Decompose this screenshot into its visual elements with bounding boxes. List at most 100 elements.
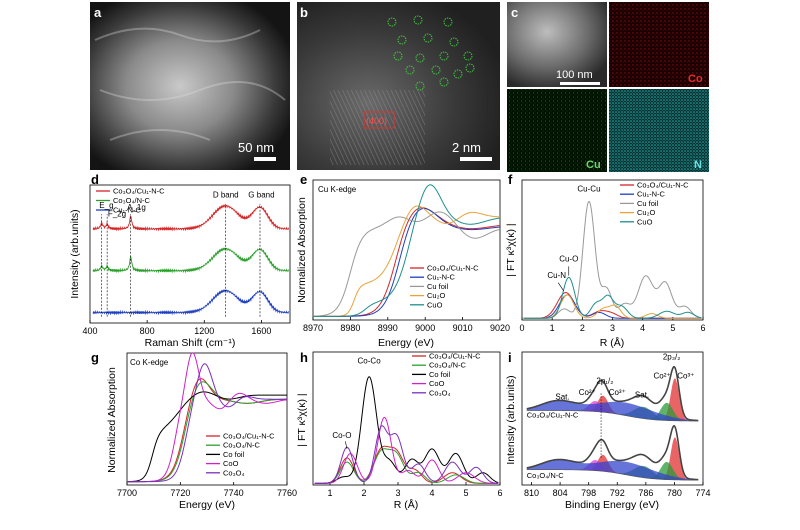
x-tick-label-g-1: 7720	[170, 488, 190, 498]
co-xanes-series-0	[127, 378, 287, 483]
x-tick-label-f-5: 5	[670, 323, 675, 333]
xps-envelope-top	[526, 365, 699, 422]
atom-marker-3	[397, 35, 407, 45]
ann-g-band: G band	[248, 191, 274, 200]
x-tick-label-f-1: 1	[550, 323, 555, 333]
legend-entry-f-3: Cu₂O	[637, 208, 655, 217]
atom-marker-5	[449, 37, 459, 47]
chart-cu-xanes: 8970 8980 8990 9000 9010 9020 e Cu K-edge Normal…	[296, 172, 510, 349]
panel-label-e: e	[300, 172, 307, 187]
cu-xanes-series-4	[313, 184, 501, 317]
panel-label-f: f	[508, 172, 513, 187]
x-axis-label-h: R (Å)	[394, 498, 419, 511]
cu-exafs-series-2	[523, 200, 702, 319]
raman-series-1	[92, 247, 290, 274]
ann-cu-n: Cu-N	[547, 271, 566, 280]
atom-marker-4	[423, 33, 433, 43]
x-tick-label-f-3: 3	[610, 323, 615, 333]
panel-a-image	[90, 2, 290, 170]
x-tick-label-d-0: 400	[82, 326, 97, 336]
co-xanes-series-3	[127, 352, 288, 483]
ann-co2-top-left: Co²⁺	[579, 388, 596, 397]
haadf-image	[507, 2, 607, 87]
atom-marker-7	[415, 53, 425, 63]
ann-co3-top-left: Co³⁺	[609, 388, 626, 397]
x-tick-label-e-3: 9000	[415, 323, 435, 333]
panel-label-i: i	[508, 350, 512, 365]
chart-cu-exafs: 0 1 2 3 4 5 6 f | FT κ³χ(κ) | R (Å) Cu-Cu Cu-O Cu-N C…	[505, 172, 706, 349]
ann-co2-top-right: Co²⁺	[653, 372, 670, 381]
co-exafs-series-4	[314, 425, 499, 484]
xps-sample-bottom: Co₃O₄/N-C	[527, 471, 565, 480]
x-tick-label-d-3: 1600	[251, 326, 271, 336]
plot-frame-e	[312, 179, 501, 321]
legend-entry-g-4: Co₃O₄	[223, 468, 245, 477]
edge-title-g: Co K-edge	[130, 358, 169, 367]
panel-c: c 100 nm Co Cu N	[507, 2, 709, 172]
ann-d-band: D band	[213, 191, 239, 200]
legend-entry-g-2: Co foil	[223, 450, 245, 459]
scalebar-b	[460, 157, 492, 161]
legend-entry-h-1: Co₃O₄/N-C	[429, 361, 467, 370]
xps-component-bottom-1	[526, 461, 699, 481]
legend-entry-e-0: Co₃O₄/Cu₁-N-C	[427, 264, 479, 273]
legend-entry-g-0: Co₃O₄/Cu₁-N-C	[223, 432, 275, 441]
legend-entry-e-2: Cu foil	[427, 282, 449, 291]
chart-co-xanes: 7700 7720 7740 7760 g Co K-edge Normalized Abs…	[91, 350, 297, 511]
panel-a: a 50 nm	[90, 2, 290, 170]
map-co	[609, 2, 709, 87]
panel-c-label: c	[511, 5, 518, 20]
panel-a-label: a	[94, 5, 102, 20]
x-tick-label-e-5: 9020	[490, 323, 510, 333]
xps-component-bottom-0	[526, 437, 699, 481]
y-axis-label-h: | FT κ³χ(κ) |	[296, 393, 308, 446]
legend-entry-f-2: Cu foil	[637, 199, 659, 208]
x-tick-label-f-6: 6	[700, 323, 705, 333]
cu-exafs-series-4	[523, 276, 702, 319]
x-tick-label-f-2: 2	[580, 323, 585, 333]
atom-marker-11	[431, 65, 441, 75]
x-tick-label-i-1: 804	[553, 488, 568, 498]
panel-label-d: d	[91, 172, 99, 187]
atom-marker-0	[387, 17, 397, 27]
plot-frame-i	[521, 351, 704, 486]
legend-entry-f-4: CuO	[637, 217, 653, 226]
x-tick-label-e-0: 8970	[303, 323, 323, 333]
x-tick-label-e-2: 8990	[378, 323, 398, 333]
x-tick-label-i-6: 774	[695, 488, 710, 498]
x-axis-label-f: R (Å)	[600, 336, 625, 349]
xps-component-top-0	[526, 378, 699, 422]
raman-series-2	[92, 289, 290, 316]
xps-envelope-bottom	[526, 425, 699, 481]
x-axis-label-i: Binding Energy (eV)	[565, 499, 659, 511]
atom-marker-2	[443, 17, 453, 27]
raman-series-0	[92, 204, 290, 232]
x-tick-label-g-2: 7740	[224, 488, 244, 498]
scalebar-c-text: 100 nm	[556, 69, 593, 81]
x-axis-label-e: Energy (eV)	[378, 337, 434, 349]
ann-cu-o: Cu-O	[559, 255, 578, 264]
x-tick-label-i-3: 792	[610, 488, 625, 498]
ann-a1g: A_1g	[127, 203, 146, 212]
legend-entry-e-1: Cu₁-N-C	[427, 273, 456, 282]
x-tick-label-e-1: 8980	[340, 323, 360, 333]
xps-background-top	[526, 410, 699, 422]
co-exafs-series-3	[314, 416, 499, 484]
legend-entry-d-2: Cu₁-N-C	[113, 206, 142, 215]
atom-marker-12	[453, 69, 463, 79]
map-co-label: Co	[688, 73, 703, 85]
legend-entry-h-4: Co₃O₄	[429, 388, 451, 397]
ann-arrow-co-o	[345, 441, 348, 449]
x-tick-label-f-0: 0	[519, 323, 524, 333]
atom-marker-15	[439, 77, 449, 87]
scalebar-a	[254, 157, 276, 161]
atom-marker-8	[439, 51, 449, 61]
co-exafs-series-0	[314, 445, 499, 484]
chart-xps: 810 804 798 792 786 780 774 i Intensity (arb.uni…	[505, 350, 711, 511]
x-tick-label-i-4: 786	[638, 488, 653, 498]
co-xanes-series-2	[126, 391, 287, 483]
x-tick-label-h-2: 3	[395, 488, 400, 498]
lattice-box	[363, 111, 395, 129]
cu-exafs-series-1	[523, 294, 702, 319]
